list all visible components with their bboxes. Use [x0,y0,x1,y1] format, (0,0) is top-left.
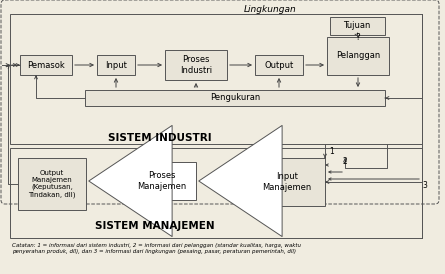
Text: Proses
Manajemen: Proses Manajemen [138,171,186,191]
Bar [20,55,72,75]
Text: 2: 2 [343,158,348,167]
Text: SISTEM MANAJEMEN: SISTEM MANAJEMEN [95,221,215,231]
Text: Output: Output [264,61,294,70]
Bar [327,37,389,75]
Text: SISTEM INDUSTRI: SISTEM INDUSTRI [108,133,212,143]
Text: 3: 3 [423,181,428,190]
Text: Catatan: 1 = informasi dari sistem industri, 2 = informasi dari pelanggan (stand: Catatan: 1 = informasi dari sistem indus… [12,243,301,254]
Bar [10,14,422,144]
Text: Pemasok: Pemasok [27,61,65,70]
Text: Pengukuran: Pengukuran [210,93,260,102]
Bar [250,158,325,206]
Text: 1: 1 [330,147,334,156]
Text: Pelanggan: Pelanggan [336,52,380,61]
Text: ?: ? [356,33,360,42]
Text: Input: Input [105,61,127,70]
Text: Input
Manajemen: Input Manajemen [263,172,312,192]
Text: Output
Manajemen
(Keputusan,
Tindakan, dll): Output Manajemen (Keputusan, Tindakan, d… [28,170,76,198]
Bar [85,90,385,106]
Bar [165,50,227,80]
Bar [128,162,196,200]
Text: Proses
Industri: Proses Industri [180,55,212,75]
Text: Lingkungan: Lingkungan [243,5,296,15]
Bar [255,55,303,75]
Bar [18,158,86,210]
Text: Tujuan: Tujuan [343,21,371,30]
Bar [330,17,385,35]
Bar [97,55,135,75]
Bar [10,148,422,238]
